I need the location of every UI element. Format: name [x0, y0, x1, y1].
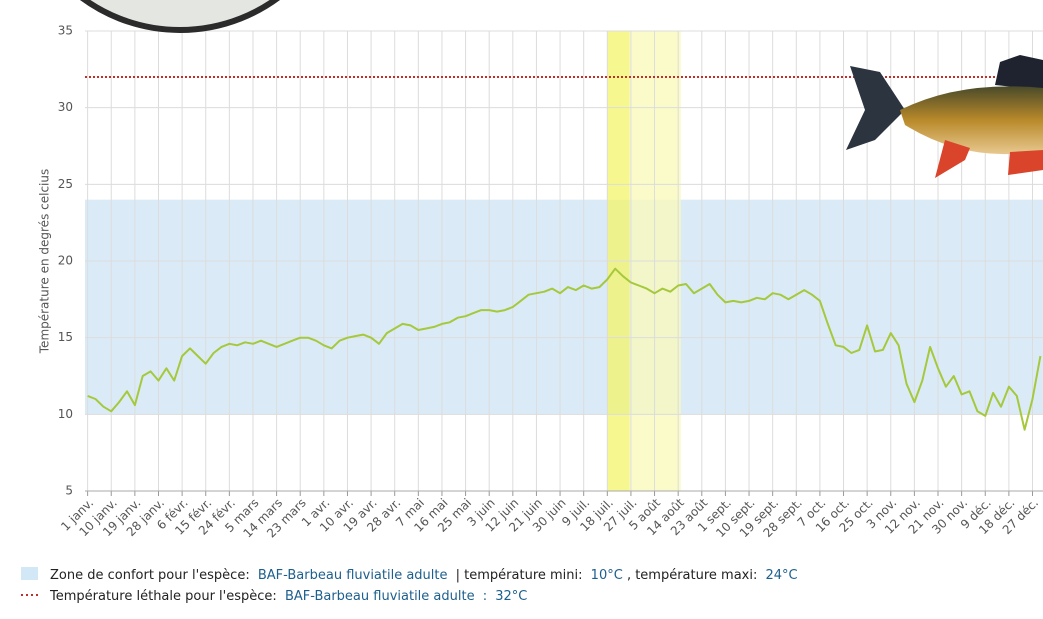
legend-text: | température mini: — [456, 568, 583, 583]
y-tick-label: 30 — [58, 100, 73, 114]
legend-text: , température maxi: — [627, 568, 757, 583]
legend: Zone de confort pour l'espèce: BAF-Barbe… — [21, 567, 798, 604]
legend-separator: : — [483, 589, 487, 604]
legend-lethal-value: 32°C — [495, 589, 527, 604]
legend-lethal: Température léthale pour l'espèce: BAF-B… — [49, 589, 527, 604]
legend-text: Zone de confort pour l'espèce: — [50, 568, 250, 583]
y-tick-label: 35 — [58, 24, 73, 38]
y-tick-label: 10 — [58, 407, 73, 421]
y-tick-label: 20 — [58, 254, 73, 268]
fish-image — [846, 55, 1043, 178]
legend-species: BAF-Barbeau fluviatile adulte — [258, 568, 448, 583]
y-tick-label: 25 — [58, 177, 73, 191]
legend-swatch-comfort — [21, 567, 38, 580]
legend-max: 24°C — [766, 568, 798, 583]
legend-min: 10°C — [591, 568, 623, 583]
legend-species: BAF-Barbeau fluviatile adulte — [285, 589, 475, 604]
legend-comfort: Zone de confort pour l'espèce: BAF-Barbe… — [50, 568, 798, 583]
comfort-zone — [85, 199, 1043, 415]
map-thumbnail — [80, 0, 280, 33]
y-tick-label: 15 — [58, 330, 73, 344]
legend-text: Température léthale pour l'espèce: — [49, 589, 277, 604]
temperature-line — [87, 267, 1042, 431]
y-axis-label: Température en degrés celcius — [38, 169, 52, 354]
y-tick-label: 5 — [65, 484, 73, 498]
